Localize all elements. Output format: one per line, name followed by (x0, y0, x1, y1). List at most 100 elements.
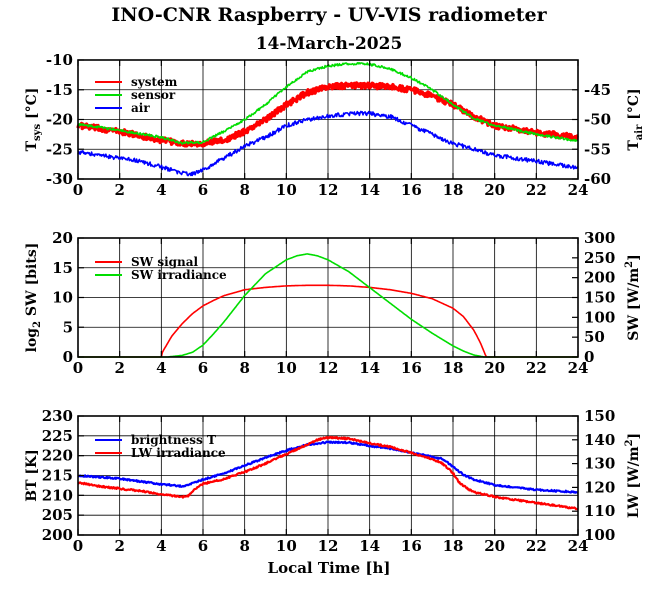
x-tick-label: 10 (276, 181, 297, 199)
y-tick-label-left: 200 (42, 526, 73, 544)
shortwave-panel: 0 2 4 6 8 10 12 14 16 18 20 22 240510152005010015020… (24, 229, 642, 377)
y-tick-label-left: 15 (52, 259, 73, 277)
y-axis-label-right-unit: ] (626, 254, 642, 261)
figure-subtitle: 14-March-2025 (256, 34, 403, 54)
y-axis-label-right-unit: [°C] (626, 88, 642, 124)
x-tick-label: 4 (156, 359, 166, 377)
y-tick-label-right: 0 (584, 348, 594, 366)
series-line-sensor (77, 61, 579, 145)
x-tick-label: 12 (318, 181, 339, 199)
y-tick-label-left: 215 (42, 467, 73, 485)
y-axis-label-right-sub: air (634, 124, 645, 140)
x-tick-label: 22 (526, 359, 547, 377)
y-tick-label-right: -50 (584, 111, 611, 129)
x-tick-label: 24 (568, 537, 589, 555)
y-axis-label-left-unit: [°C] (24, 88, 40, 124)
x-tick-label: 22 (526, 537, 547, 555)
x-tick-label: 6 (198, 537, 208, 555)
y-tick-label-right: 120 (584, 478, 615, 496)
legend-label: brightness T (131, 433, 216, 447)
y-axis-label-right-sup: 2 (624, 439, 635, 446)
y-tick-label-left: 220 (42, 447, 73, 465)
x-tick-label: 20 (484, 181, 505, 199)
x-tick-label: 0 (73, 537, 83, 555)
x-tick-label: 16 (401, 537, 422, 555)
y-tick-label-right: 200 (584, 269, 615, 287)
y-axis-label-right: Tair [°C] (626, 88, 645, 150)
y-tick-label-left: -25 (46, 140, 73, 158)
x-tick-label: 14 (359, 181, 380, 199)
x-tick-label: 16 (401, 181, 422, 199)
y-tick-label-left: 210 (42, 486, 73, 504)
y-tick-label-left: 10 (52, 289, 73, 307)
x-tick-label: 2 (114, 537, 124, 555)
y-tick-label-right: 300 (584, 229, 615, 247)
legend-label: SW signal (131, 255, 199, 269)
y-tick-label-right: 140 (584, 431, 615, 449)
x-tick-label: 2 (114, 359, 124, 377)
y-axis-label-right-sup: 2 (624, 261, 635, 268)
y-tick-label-right: -45 (584, 81, 611, 99)
x-tick-label: 6 (198, 359, 208, 377)
x-tick-label: 2 (114, 181, 124, 199)
y-tick-label-left: 205 (42, 506, 73, 524)
x-tick-label: 18 (443, 537, 464, 555)
y-tick-label-right: 110 (584, 502, 615, 520)
legend-label: air (131, 101, 150, 115)
x-tick-label: 8 (239, 359, 249, 377)
x-tick-label: 22 (526, 181, 547, 199)
y-tick-label-left: -20 (46, 111, 73, 129)
y-axis-label-right-main: LW [W/m (626, 446, 642, 518)
y-tick-label-left: -15 (46, 81, 73, 99)
y-tick-label-right: -55 (584, 140, 611, 158)
longwave-panel: 0 2 4 6 8 10 12 14 16 18 20 22 242002052102152202252… (24, 407, 642, 555)
x-tick-label: 20 (484, 359, 505, 377)
y-tick-label-right: 100 (584, 308, 615, 326)
y-axis-label-left: Tsys [°C] (24, 88, 43, 152)
x-tick-label: 0 (73, 181, 83, 199)
x-tick-label: 10 (276, 359, 297, 377)
legend-label: LW irradiance (131, 446, 226, 460)
y-tick-label-right: 250 (584, 249, 615, 267)
y-tick-label-left: -30 (46, 170, 73, 188)
y-tick-label-left: 230 (42, 407, 73, 425)
y-tick-label-left: 0 (63, 348, 73, 366)
y-axis-label-left-main: BT [K] (24, 449, 40, 502)
x-tick-label: 8 (239, 537, 249, 555)
y-axis-label-left-main: T (24, 140, 40, 151)
legend-label: sensor (131, 88, 176, 102)
x-tick-label: 18 (443, 359, 464, 377)
x-tick-label: 14 (359, 359, 380, 377)
x-tick-label: 24 (568, 181, 589, 199)
y-axis-label-left: BT [K] (24, 449, 40, 502)
y-tick-label-left: 20 (52, 229, 73, 247)
x-tick-label: 6 (198, 181, 208, 199)
x-tick-label: 12 (318, 537, 339, 555)
x-tick-label: 4 (156, 537, 166, 555)
x-axis-label: Local Time [h] (268, 559, 391, 577)
y-tick-label-right: 50 (584, 328, 605, 346)
series-line-lw-irradiance (77, 435, 579, 511)
y-tick-label-right: -60 (584, 170, 611, 188)
x-tick-label: 18 (443, 181, 464, 199)
y-axis-label-left-main: log (24, 328, 40, 353)
series-line-air (77, 110, 579, 177)
x-tick-label: 0 (73, 359, 83, 377)
x-tick-label: 10 (276, 537, 297, 555)
y-axis-label-right: LW [W/m2] (624, 433, 642, 518)
series-line-brightness-t (77, 440, 579, 494)
y-axis-label-left-sub: sys (32, 124, 43, 141)
temperature-panel: 0 2 4 6 8 10 12 14 16 18 20 22 24-30-25-20-15-10-60-… (24, 51, 645, 199)
y-tick-label-left: -10 (46, 51, 73, 69)
y-tick-label-left: 225 (42, 427, 73, 445)
y-tick-label-right: 100 (584, 526, 615, 544)
x-tick-label: 20 (484, 537, 505, 555)
figure-title: INO-CNR Raspberry - UV-VIS radiometer (111, 4, 547, 26)
y-axis-label-left-sub: 2 (32, 321, 43, 328)
x-tick-label: 24 (568, 359, 589, 377)
x-tick-label: 8 (239, 181, 249, 199)
y-tick-label-left: 5 (63, 318, 73, 336)
x-tick-label: 4 (156, 181, 166, 199)
y-tick-label-right: 130 (584, 455, 615, 473)
